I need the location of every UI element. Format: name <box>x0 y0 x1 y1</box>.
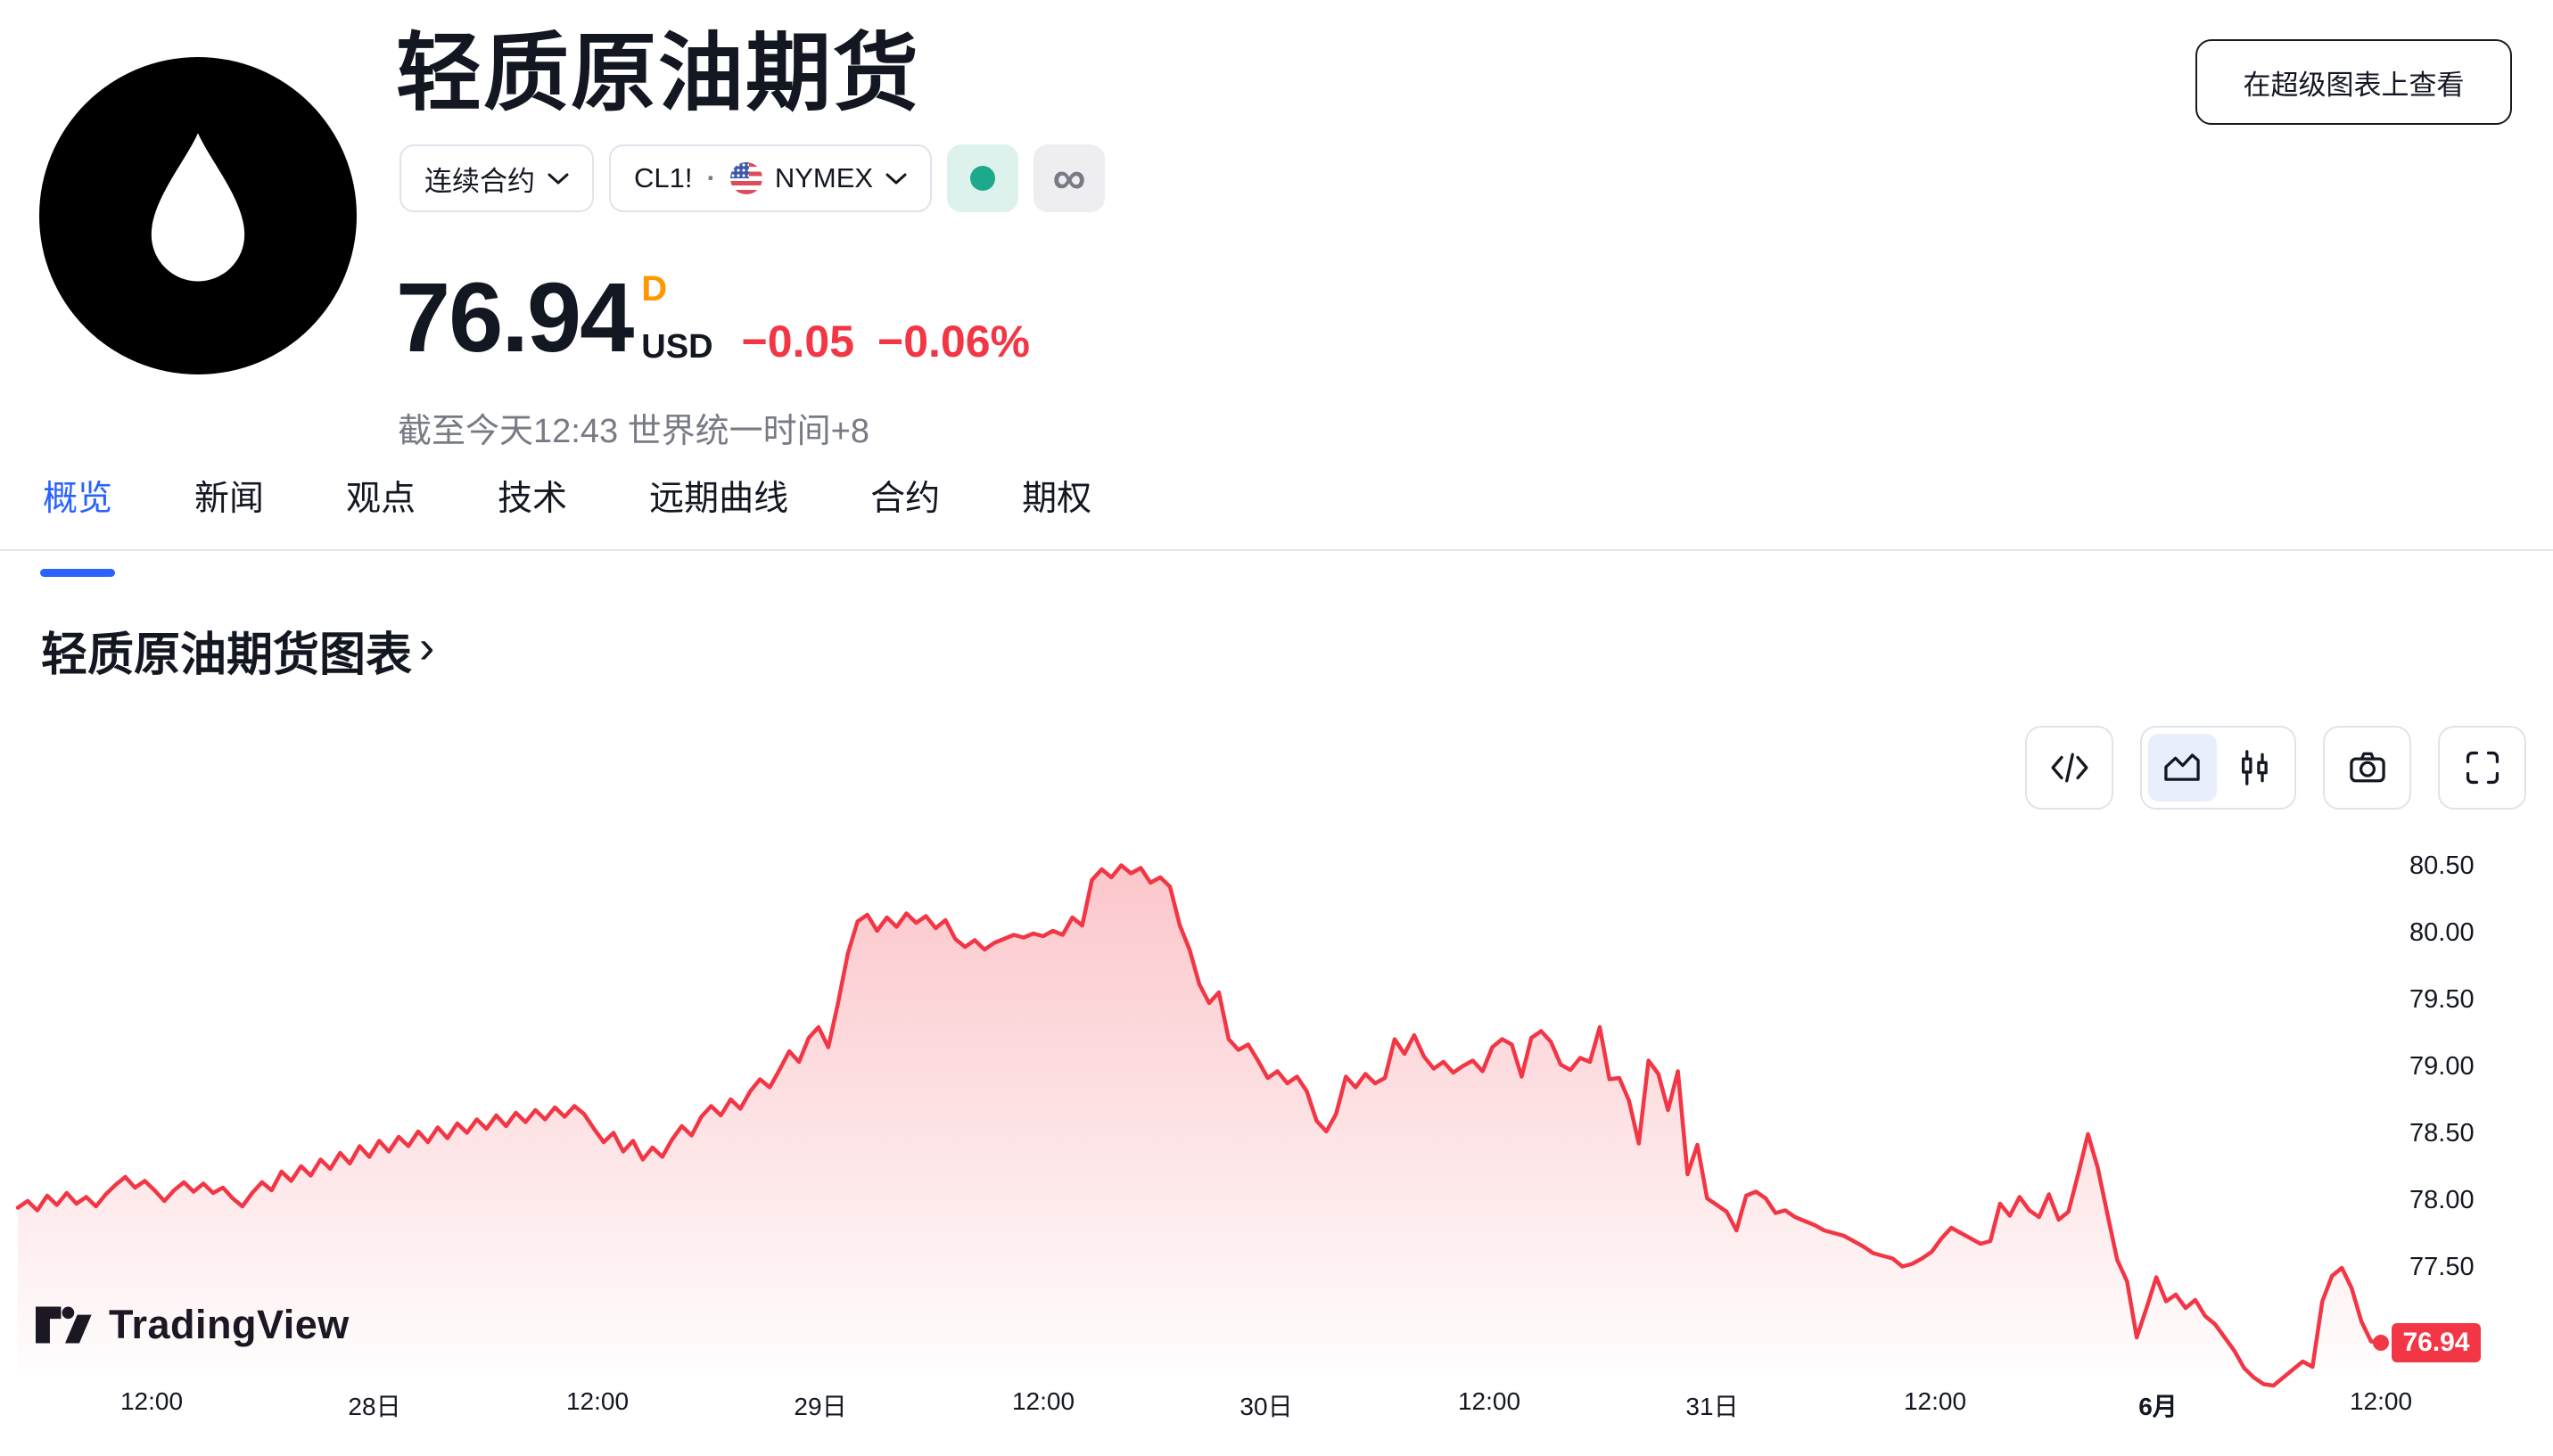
symbol-selectors-row: 连续合约 CL1! · NYMEX ∞ <box>399 144 1106 212</box>
time-axis-label: 12:00 <box>1011 1387 1075 1415</box>
chevron-down-icon <box>885 173 907 184</box>
quote-timestamp: 截至今天12:43 世界统一时间+8 <box>398 413 869 450</box>
tab-options[interactable]: 期权 <box>1022 480 1092 518</box>
change-percent: −0.06% <box>877 317 1031 366</box>
infinity-icon: ∞ <box>1052 152 1086 204</box>
price-axis-label: 78.50 <box>2409 1119 2475 1148</box>
last-price: 76.94 <box>396 263 634 373</box>
open-superchart-button[interactable]: 在超级图表上查看 <box>2195 39 2512 125</box>
time-axis-label: 30日 <box>1239 1393 1293 1420</box>
last-price-tag: 76.94 <box>2392 1323 2481 1362</box>
streaming-button[interactable]: ∞ <box>1034 144 1106 212</box>
tab-overview[interactable]: 概览 <box>39 480 116 577</box>
area-chart-type-button[interactable] <box>2148 734 2217 802</box>
chart-price-line <box>15 863 2384 1388</box>
chart-type-switch <box>2140 726 2296 810</box>
time-axis-label: 12:00 <box>2349 1387 2413 1415</box>
candles-chart-type-button[interactable] <box>2220 734 2289 802</box>
tab-contracts[interactable]: 合约 <box>870 480 941 518</box>
page-title: 轻质原油期货 <box>396 26 920 121</box>
change-absolute: −0.05 <box>741 317 855 366</box>
symbol-logo <box>39 57 357 374</box>
time-axis-label: 12:00 <box>1903 1387 1967 1415</box>
us-flag-icon <box>729 162 762 194</box>
section-tabs: 概览 新闻 观点 技术 远期曲线 合约 期权 <box>0 480 2553 577</box>
camera-icon <box>2349 752 2385 783</box>
code-icon <box>2050 753 2088 783</box>
price-meta: D USD <box>641 269 712 367</box>
fullscreen-icon <box>2466 751 2499 785</box>
chart-area-fill <box>18 865 2381 1391</box>
currency-label: USD <box>641 328 713 366</box>
chart-section-link[interactable]: 轻质原油期货图表 › <box>41 617 434 684</box>
price-axis-label: 80.50 <box>2409 851 2475 880</box>
contract-dropdown[interactable]: 连续合约 <box>399 144 594 212</box>
time-axis-label: 29日 <box>794 1393 847 1420</box>
oil-drop-icon <box>151 133 245 282</box>
contract-dropdown-label: 连续合约 <box>424 165 535 197</box>
time-axis-label: 12:00 <box>1457 1387 1521 1415</box>
price-change: −0.05 −0.06% <box>742 319 1031 367</box>
time-axis-label: 12:00 <box>119 1387 184 1415</box>
tab-forward-curve[interactable]: 远期曲线 <box>649 480 789 518</box>
price-axis-label: 79.00 <box>2409 1052 2475 1081</box>
symbol-exchange-dropdown[interactable]: CL1! · NYMEX <box>609 144 933 212</box>
separator-dot: · <box>706 162 716 193</box>
embed-code-button[interactable] <box>2025 726 2113 810</box>
last-price-dot <box>2373 1335 2389 1351</box>
price-axis-label: 77.50 <box>2409 1253 2475 1281</box>
chart-toolbar <box>2025 726 2526 810</box>
time-axis-label: 28日 <box>348 1393 401 1420</box>
tab-technicals[interactable]: 技术 <box>498 480 568 518</box>
market-open-dot-icon <box>970 166 996 191</box>
price-axis-label: 78.00 <box>2409 1186 2475 1214</box>
snapshot-button[interactable] <box>2323 726 2411 810</box>
area-chart-icon <box>2164 753 2200 781</box>
tab-ideas[interactable]: 观点 <box>346 480 416 518</box>
chart-section-title-text: 轻质原油期货图表 <box>41 629 413 681</box>
price-block: 76.94 D USD −0.05 −0.06% <box>396 269 1030 367</box>
price-axis-label: 80.00 <box>2409 918 2475 947</box>
symbol-code: CL1! <box>634 162 693 193</box>
tab-news[interactable]: 新闻 <box>194 480 265 518</box>
fullscreen-button[interactable] <box>2438 726 2526 810</box>
time-axis-label: 12:00 <box>565 1387 630 1415</box>
price-axis-label: 79.50 <box>2409 985 2475 1014</box>
tradingview-logo-text: TradingView <box>109 1302 350 1347</box>
market-status-button[interactable] <box>947 144 1019 212</box>
chevron-right-icon: › <box>419 621 435 673</box>
chevron-down-icon <box>548 173 569 184</box>
exchange-name: NYMEX <box>774 162 874 193</box>
tradingview-logo-icon <box>36 1306 92 1344</box>
candlestick-icon <box>2241 750 2268 786</box>
resolution-badge[interactable]: D <box>641 269 668 308</box>
time-axis-label: 6月 <box>2138 1393 2178 1420</box>
time-axis-label: 31日 <box>1685 1393 1739 1420</box>
tradingview-watermark[interactable]: TradingView <box>36 1302 350 1348</box>
